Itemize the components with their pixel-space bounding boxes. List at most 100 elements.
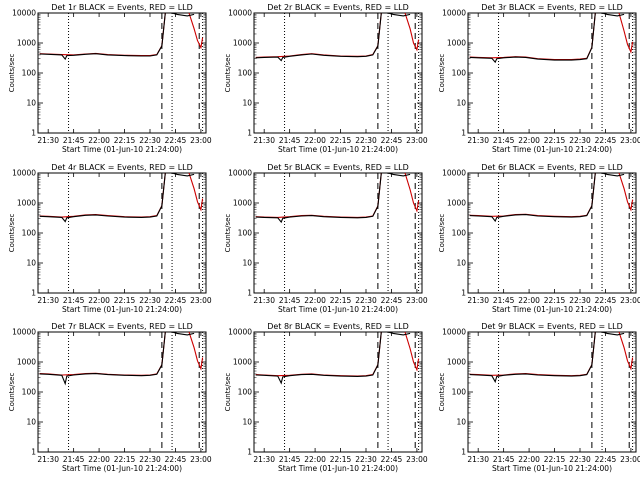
y-tick-label: 1000 <box>233 358 252 367</box>
series-lld-line <box>39 332 166 376</box>
y-tick-label: 10 <box>456 418 466 427</box>
plot-frame <box>253 331 423 453</box>
plot-frame <box>37 172 207 294</box>
x-tick-label: 23:00 <box>190 455 212 464</box>
x-tick-label: 22:15 <box>330 136 352 145</box>
x-tick-label: 21:45 <box>279 136 301 145</box>
x-axis-label: Start Time (01-Jun-10 21:24:00) <box>62 464 182 473</box>
detector-plot-2: Det 2r BLACK = Events, RED = LLD 21:30 21:… <box>224 3 428 154</box>
x-tick-label: 22:45 <box>381 296 403 305</box>
y-tick-label: 100 <box>22 388 37 397</box>
series-events-saturated-segment <box>171 173 195 177</box>
detector-plot-5: Det 5r BLACK = Events, RED = LLD 21:30 21:… <box>224 163 428 314</box>
series-events-line <box>469 173 596 223</box>
y-axis-label: Counts/sec <box>224 373 232 412</box>
plot-title: Det 5r BLACK = Events, RED = LLD <box>267 163 409 172</box>
x-axis-label: Start Time (01-Jun-10 21:24:00) <box>278 145 398 154</box>
series-lld-saturated-segment <box>188 173 204 212</box>
plot-data-area <box>39 332 204 386</box>
plot-title: Det 8r BLACK = Events, RED = LLD <box>267 322 409 331</box>
x-tick-label: 23:00 <box>620 296 640 305</box>
y-tick-label: 10 <box>242 99 252 108</box>
plot-data-area <box>39 13 204 61</box>
plot-data-area <box>469 13 634 64</box>
series-lld-line <box>469 173 596 218</box>
plot-frame <box>253 172 423 294</box>
plot-data-area <box>469 173 634 223</box>
series-lld-line <box>255 332 382 377</box>
y-axis-label: Counts/sec <box>8 54 16 93</box>
x-tick-label: 22:15 <box>114 296 136 305</box>
y-axis-label: Counts/sec <box>8 214 16 253</box>
x-tick-label: 22:00 <box>304 296 326 305</box>
x-tick-label: 21:45 <box>493 296 515 305</box>
y-tick-label: 1 <box>461 129 466 138</box>
series-events-saturated-segment <box>601 13 625 17</box>
series-lld-line <box>255 173 382 218</box>
series-events-line <box>469 13 596 64</box>
y-tick-label: 10000 <box>442 9 466 18</box>
plot-data-area <box>255 332 420 385</box>
plot-title: Det 9r BLACK = Events, RED = LLD <box>481 322 623 331</box>
series-events-saturated-segment <box>387 173 411 177</box>
series-events-saturated-segment <box>387 13 411 17</box>
x-tick-label: 22:30 <box>139 296 161 305</box>
x-tick-label: 22:00 <box>88 296 110 305</box>
detector-plot-9: Det 9r BLACK = Events, RED = LLD 21:30 21:… <box>438 322 640 473</box>
plot-frame <box>37 12 207 134</box>
series-events-line <box>255 173 382 224</box>
series-lld-saturated-segment <box>404 173 420 213</box>
x-tick-label: 22:15 <box>330 455 352 464</box>
plot-data-area <box>469 332 634 384</box>
y-tick-label: 100 <box>238 69 253 78</box>
x-tick-label: 22:15 <box>544 296 566 305</box>
y-axis-label: Counts/sec <box>438 54 446 93</box>
x-tick-label: 21:30 <box>37 136 59 145</box>
x-tick-label: 22:45 <box>165 136 187 145</box>
detector-plot-3: Det 3r BLACK = Events, RED = LLD 21:30 21:… <box>438 3 640 154</box>
x-axis-label: Start Time (01-Jun-10 21:24:00) <box>62 145 182 154</box>
series-lld-line <box>469 332 596 377</box>
x-tick-label: 21:45 <box>63 455 85 464</box>
x-tick-label: 23:00 <box>406 296 428 305</box>
x-tick-label: 22:30 <box>139 136 161 145</box>
y-tick-label: 1000 <box>447 358 466 367</box>
x-tick-label: 22:30 <box>569 296 591 305</box>
x-tick-label: 21:30 <box>253 296 275 305</box>
plot-frame <box>467 12 637 134</box>
y-tick-label: 10 <box>456 259 466 268</box>
x-tick-label: 22:00 <box>88 136 110 145</box>
x-tick-label: 23:00 <box>406 136 428 145</box>
y-tick-label: 1 <box>461 289 466 298</box>
x-tick-label: 22:15 <box>544 136 566 145</box>
x-tick-label: 22:30 <box>139 455 161 464</box>
plot-data-area <box>39 173 204 223</box>
y-tick-label: 1000 <box>233 39 252 48</box>
x-tick-label: 22:15 <box>544 455 566 464</box>
series-events-line <box>39 332 166 386</box>
x-tick-label: 21:45 <box>493 136 515 145</box>
x-tick-label: 21:30 <box>37 296 59 305</box>
x-tick-label: 22:30 <box>569 136 591 145</box>
series-lld-line <box>469 13 596 61</box>
detector-plot-6: Det 6r BLACK = Events, RED = LLD 21:30 21:… <box>438 163 640 314</box>
x-tick-label: 21:45 <box>279 455 301 464</box>
x-tick-label: 21:30 <box>467 136 489 145</box>
y-tick-label: 10000 <box>12 169 36 178</box>
x-tick-label: 21:30 <box>37 455 59 464</box>
x-tick-label: 22:15 <box>114 136 136 145</box>
x-tick-label: 22:00 <box>518 455 540 464</box>
y-tick-label: 1000 <box>447 39 466 48</box>
y-tick-label: 1000 <box>17 199 36 208</box>
x-tick-label: 21:30 <box>253 455 275 464</box>
x-tick-label: 22:15 <box>114 455 136 464</box>
series-lld-saturated-segment <box>618 173 634 212</box>
x-tick-label: 23:00 <box>620 455 640 464</box>
x-tick-label: 21:45 <box>63 296 85 305</box>
x-tick-label: 22:45 <box>595 455 617 464</box>
series-events-line <box>255 13 382 62</box>
series-events-line <box>469 332 596 384</box>
x-axis-label: Start Time (01-Jun-10 21:24:00) <box>492 145 612 154</box>
y-axis-label: Counts/sec <box>8 373 16 412</box>
